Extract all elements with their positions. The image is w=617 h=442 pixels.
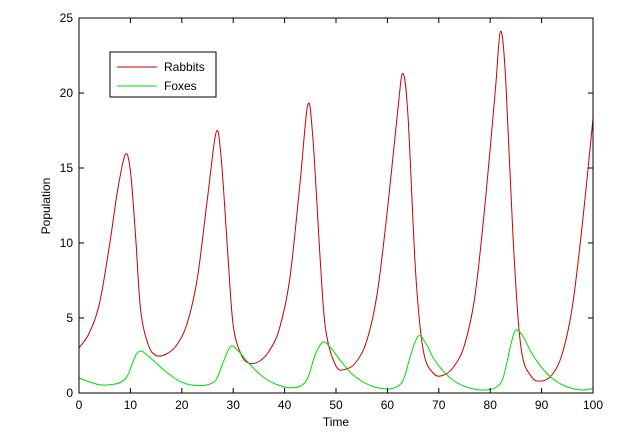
legend-box <box>109 51 217 98</box>
series-line-foxes <box>78 329 594 391</box>
y-tick-label: 10 <box>60 236 74 250</box>
y-tick-label: 25 <box>60 11 74 25</box>
x-tick-label: 40 <box>278 398 292 412</box>
series-line-rabbits <box>78 30 594 382</box>
y-tick-label: 5 <box>66 311 73 325</box>
legend-label-rabbits: Rabbits <box>164 60 205 74</box>
x-tick-label: 80 <box>484 398 498 412</box>
y-tick-label: 15 <box>60 161 74 175</box>
legend-label-foxes: Foxes <box>164 79 197 93</box>
x-tick-label: 100 <box>583 398 603 412</box>
x-tick-label: 10 <box>124 398 138 412</box>
x-tick-label: 70 <box>432 398 446 412</box>
y-axis-label: Population <box>39 178 53 235</box>
x-tick-label: 30 <box>227 398 241 412</box>
x-tick-label: 20 <box>175 398 189 412</box>
legend: Rabbits Foxes <box>109 51 217 98</box>
series-layer <box>78 30 594 391</box>
x-tick-label: 50 <box>329 398 343 412</box>
y-axis: 0 5 10 15 20 25 <box>60 11 593 400</box>
x-tick-label: 60 <box>381 398 395 412</box>
x-axis-label: Time <box>323 415 350 429</box>
y-tick-label: 20 <box>60 86 74 100</box>
x-tick-label: 0 <box>76 398 83 412</box>
x-axis: 0 10 20 30 40 50 60 70 80 90 100 <box>76 18 603 412</box>
y-tick-label: 0 <box>66 386 73 400</box>
x-tick-label: 90 <box>535 398 549 412</box>
